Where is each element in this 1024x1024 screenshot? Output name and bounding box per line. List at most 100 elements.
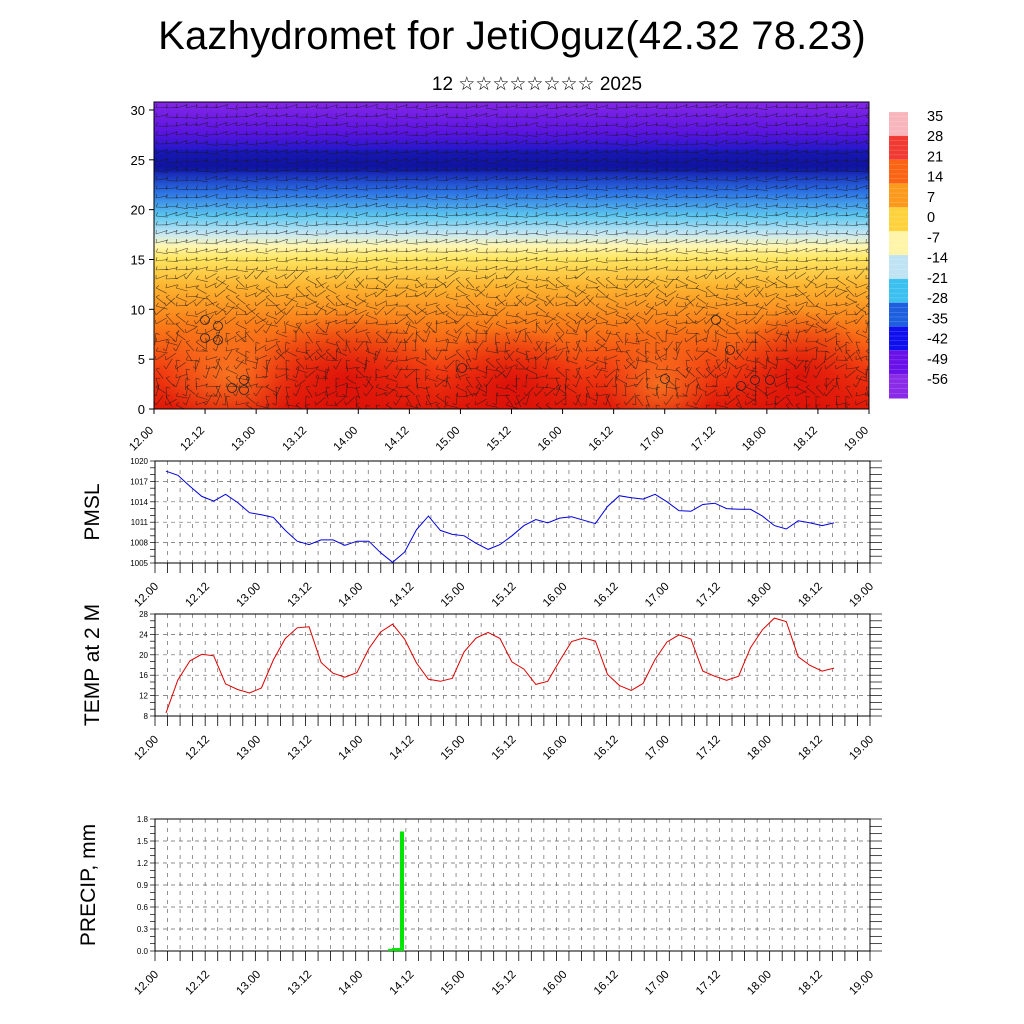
- wind-barb: [855, 175, 868, 181]
- wind-barb: [155, 122, 169, 127]
- wind-barb: [744, 316, 756, 325]
- wind-barb: [474, 288, 486, 298]
- wind-barb: [565, 112, 578, 118]
- wind-barb: [405, 239, 418, 245]
- heatmap-xtick-label: 12.12: [178, 425, 207, 454]
- wind-barb: [395, 203, 409, 208]
- wind-barb: [284, 341, 290, 355]
- wind-barb: [445, 185, 459, 190]
- wind-barb: [674, 307, 686, 316]
- wind-barb: [845, 395, 850, 409]
- wind-barb: [685, 103, 698, 109]
- wind-barb: [275, 348, 286, 360]
- wind-barb: [585, 130, 598, 136]
- wind-barb: [855, 184, 868, 190]
- wind-barb: [865, 368, 869, 382]
- wind-barb: [675, 302, 688, 308]
- wind-barb: [655, 158, 668, 164]
- heatmap-hot-patch: [250, 310, 440, 409]
- wind-barb: [195, 347, 209, 352]
- wind-barb: [865, 238, 869, 244]
- wind-barb: [685, 157, 698, 163]
- wind-barb: [265, 257, 278, 262]
- wind-barb: [665, 122, 678, 129]
- wind-barb: [825, 275, 839, 280]
- wind-barb: [712, 339, 719, 352]
- wind-barb: [643, 314, 654, 325]
- wind-barb: [765, 281, 777, 289]
- wind-barb: [522, 393, 530, 406]
- wind-barb: [385, 130, 398, 136]
- wind-barb: [565, 221, 578, 226]
- wind-barb: [275, 373, 288, 379]
- wind-barb: [765, 184, 778, 190]
- wind-barb: [835, 131, 849, 137]
- wind-barb: [495, 265, 508, 271]
- wind-barb: [855, 399, 867, 406]
- wind-barb: [795, 374, 808, 383]
- wind-barb: [735, 212, 749, 217]
- wind-barb: [695, 157, 708, 163]
- wind-barb: [525, 221, 538, 226]
- wind-barb: [554, 333, 565, 343]
- wind-barb: [383, 331, 392, 343]
- wind-barb: [425, 149, 438, 154]
- wind-barb: [405, 139, 418, 145]
- wind-barb: [845, 319, 858, 325]
- wind-barb: [685, 121, 698, 127]
- wind-barb: [185, 113, 198, 120]
- wind-barb: [815, 404, 820, 409]
- wind-barb: [165, 149, 178, 154]
- wind-barb: [815, 248, 828, 253]
- wind-barb: [405, 275, 418, 281]
- wind-barb: [415, 122, 428, 128]
- wind-barb: [425, 130, 438, 136]
- wind-barb: [405, 229, 418, 235]
- wind-barb: [684, 298, 696, 307]
- wind-barb: [655, 194, 668, 201]
- ytick-label: 1020: [130, 457, 148, 466]
- wind-barb: [495, 275, 508, 280]
- wind-barb: [765, 386, 770, 399]
- wind-barb: [605, 175, 618, 181]
- wind-barb: [375, 404, 381, 409]
- wind-barb: [445, 149, 458, 154]
- wind-barb: [365, 311, 378, 320]
- wind-barb: [205, 301, 218, 307]
- wind-barb: [275, 176, 289, 182]
- wind-barb: [645, 395, 651, 408]
- ytick-label: 0.6: [137, 903, 149, 912]
- wind-barb: [275, 238, 288, 244]
- wind-barb: [435, 122, 449, 127]
- wind-barb: [375, 167, 388, 174]
- wind-barb: [805, 139, 818, 145]
- wind-barb: [482, 383, 487, 397]
- wind-barb: [495, 157, 508, 163]
- wind-barb: [815, 167, 828, 172]
- wind-barb: [315, 167, 329, 173]
- wind-barb: [835, 256, 848, 262]
- wind-barb: [745, 338, 759, 343]
- wind-barb: [334, 280, 346, 289]
- wind-barb: [355, 140, 369, 146]
- wind-barb: [395, 211, 408, 217]
- wind-barb: [535, 294, 547, 303]
- wind-barb: [745, 274, 758, 280]
- wind-barb: [845, 294, 857, 304]
- wind-barb: [775, 373, 788, 379]
- wind-barb: [575, 257, 589, 262]
- wind-barb: [215, 167, 229, 172]
- wind-barb: [602, 393, 610, 406]
- wind-barb: [335, 149, 348, 154]
- wind-barb: [803, 358, 814, 370]
- wind-barb: [533, 340, 543, 352]
- wind-barb: [345, 185, 358, 190]
- wind-barb: [634, 279, 646, 289]
- wind-barb: [685, 313, 695, 324]
- wind-barb: [415, 303, 426, 314]
- wind-barbs: [154, 103, 869, 409]
- wind-barb: [595, 130, 608, 136]
- wind-barb: [212, 339, 221, 352]
- wind-barb: [422, 347, 427, 361]
- wind-barb: [345, 257, 358, 264]
